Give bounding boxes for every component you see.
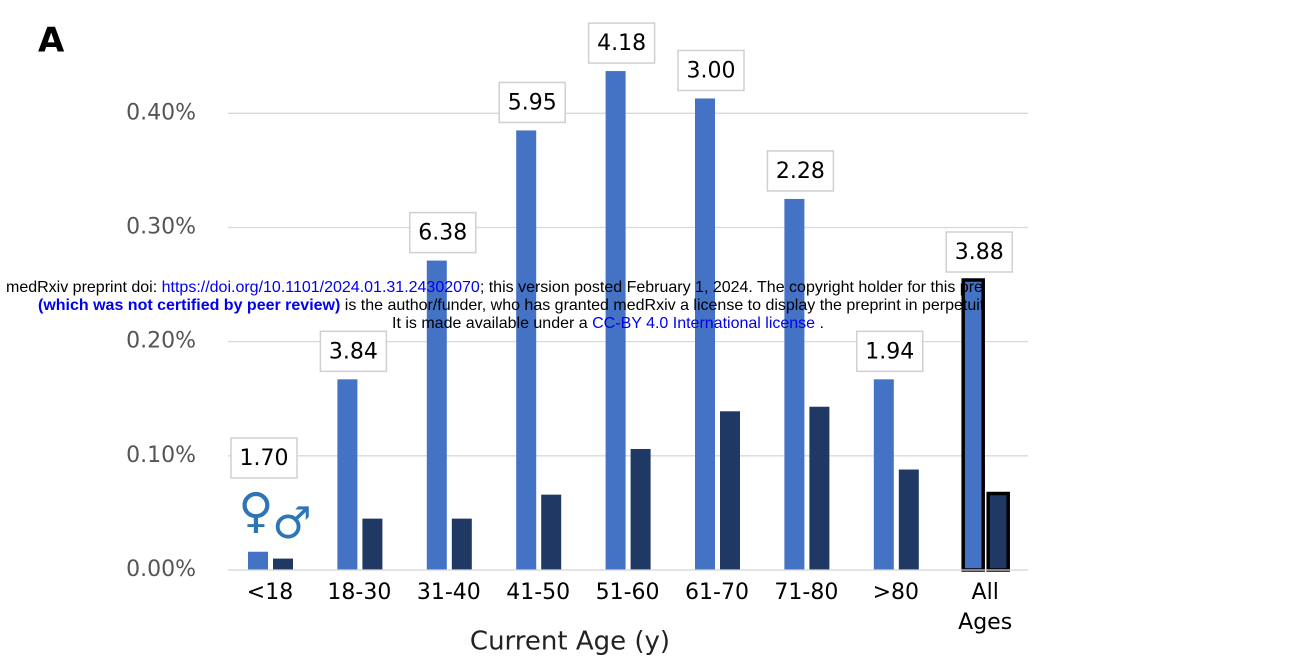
y-tick-label: 0.00%	[126, 557, 196, 582]
bar	[898, 469, 919, 570]
panel-label: A	[38, 21, 65, 61]
bar	[337, 379, 358, 570]
annotation: 3.00	[687, 58, 736, 83]
text: is the author/funder, who has granted me…	[340, 297, 985, 314]
annotation-box	[766, 150, 835, 192]
watermark-line: It is made available under a CC-BY 4.0 I…	[392, 315, 1304, 333]
annotation-box	[409, 211, 477, 254]
x-tick-label: 31-40	[416, 580, 481, 605]
bar	[451, 518, 472, 570]
text: It is made available under a	[392, 315, 593, 332]
annotation: 3.84	[329, 339, 378, 364]
bar	[809, 406, 830, 570]
x-tick-label: <18	[246, 580, 294, 605]
x-axis-label: Current Age (y)	[470, 627, 670, 657]
y-tick-label: 0.20%	[126, 329, 196, 354]
x-tick-label: 18-30	[327, 580, 392, 605]
link[interactable]: CC-BY 4.0 International license	[592, 315, 816, 332]
annotation-box	[587, 22, 656, 64]
annotation-box	[677, 49, 745, 92]
bar	[516, 130, 537, 571]
watermark-line: medRxiv preprint doi: https://doi.org/10…	[6, 279, 1304, 297]
annotation-box	[230, 437, 298, 479]
bar	[873, 379, 894, 570]
x-tick-label: 71-80	[774, 580, 839, 605]
bar	[784, 198, 805, 571]
bar	[426, 260, 447, 570]
text: .	[815, 315, 824, 332]
bar	[273, 558, 293, 570]
bar	[720, 411, 740, 570]
annotation: 4.18	[597, 31, 646, 56]
text: (which was not certified by peer review)	[38, 297, 341, 314]
x-tick-label: >80	[872, 580, 920, 605]
annotation: 6.38	[418, 221, 467, 246]
annotation: 2.28	[776, 159, 825, 184]
bar	[695, 98, 715, 571]
y-tick-label: 0.10%	[126, 443, 196, 468]
y-tick-label: 0.30%	[126, 214, 196, 239]
watermark-line: (which was not certified by peer review)…	[38, 297, 1304, 315]
text: ; this version posted February 1, 2024. …	[479, 279, 983, 296]
x-tick-label: 61-70	[685, 580, 749, 605]
annotation: 1.94	[865, 339, 914, 364]
annotation-box	[498, 81, 566, 124]
annotation: 1.70	[240, 446, 289, 471]
bar	[248, 551, 268, 570]
x-tick-label: 51-60	[595, 580, 660, 605]
bar	[541, 494, 562, 570]
legend-label: ♂	[272, 498, 311, 549]
legend-label: ♀	[238, 483, 273, 539]
bar	[362, 518, 383, 570]
x-tick-label: All Ages	[958, 580, 1013, 635]
x-tick-label: 41-50	[506, 580, 571, 605]
y-tick-label: 0.40%	[126, 100, 196, 125]
bar	[605, 71, 626, 570]
annotation-box	[945, 231, 1013, 273]
bar	[986, 491, 1010, 572]
bar	[630, 448, 651, 570]
annotation: 3.88	[955, 240, 1004, 265]
link[interactable]: https://doi.org/10.1101/2024.01.31.24302…	[161, 279, 480, 296]
annotation-box	[856, 330, 924, 373]
annotation: 5.95	[508, 90, 557, 115]
annotation-box	[319, 330, 388, 373]
text: medRxiv preprint doi:	[6, 279, 162, 296]
